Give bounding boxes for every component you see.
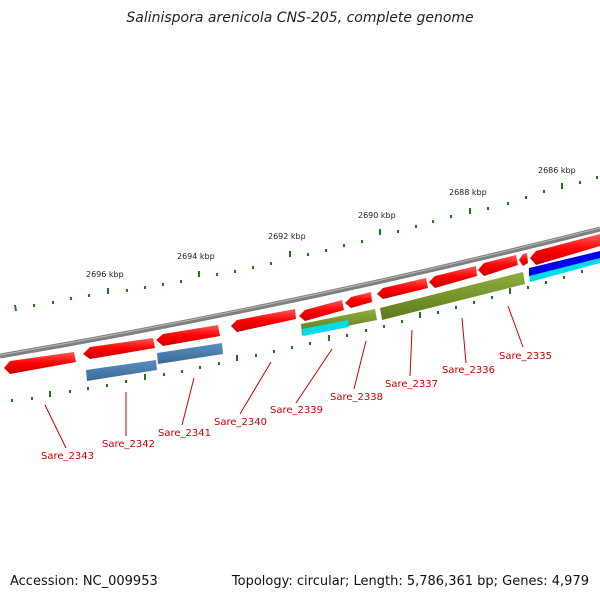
gene-label: Sare_2342 (102, 439, 155, 450)
leader-line (295, 348, 333, 404)
gene-label: Sare_2336 (442, 365, 495, 376)
kbp-label: 2688 kbp (449, 188, 487, 197)
leader-line (44, 404, 67, 449)
leader-line (461, 317, 467, 364)
gene-label: Sare_2339 (270, 405, 323, 416)
gene-label: Sare_2343 (41, 451, 94, 462)
genome-backbone (0, 226, 600, 359)
feature-block (529, 257, 600, 282)
genome-backbone-highlight (0, 227, 600, 356)
leader-line (353, 340, 367, 390)
cds-feature (299, 300, 344, 321)
cds-feature (377, 278, 428, 299)
kbp-label: 2694 kbp (177, 252, 215, 261)
gene-labels: Sare_2343 Sare_2342 Sare_2341 Sare_2340 … (41, 351, 552, 462)
map-title: Salinispora arenicola CNS-205, complete … (126, 10, 474, 26)
cds-feature (519, 253, 528, 266)
leader-line (181, 377, 195, 426)
cyan-track (302, 257, 600, 336)
cds-feature (4, 352, 76, 374)
inner-tick-ring (11, 270, 583, 402)
genome-summary-text: Topology: circular; Length: 5,786,361 bp… (231, 574, 589, 589)
feature-block (380, 272, 525, 320)
steelblue-track (86, 343, 223, 381)
feature-block (157, 343, 223, 364)
kbp-label: 2690 kbp (358, 211, 396, 220)
leader-line (507, 305, 524, 348)
gene-label: Sare_2335 (499, 351, 552, 362)
tick-mark (14, 304, 17, 312)
cds-feature (83, 338, 155, 359)
gene-label: Sare_2341 (158, 428, 211, 439)
feature-block (86, 360, 157, 381)
cds-forward-track (4, 234, 600, 374)
gene-label: Sare_2340 (214, 417, 267, 428)
cds-feature (530, 234, 600, 265)
gene-label: Sare_2338 (330, 392, 383, 403)
leader-line (239, 361, 272, 415)
feature-block (529, 251, 600, 276)
accession-text: Accession: NC_009953 (10, 574, 158, 589)
outer-tick-ring (14, 176, 598, 312)
kbp-label: 2686 kbp (538, 166, 576, 175)
kbp-label: 2696 kbp (86, 270, 124, 279)
cds-feature (478, 255, 518, 276)
gene-label: Sare_2337 (385, 379, 438, 390)
cds-feature (429, 266, 477, 288)
label-leaders (44, 305, 524, 449)
cds-feature (231, 309, 296, 332)
kbp-labels: 2696 kbp 2694 kbp 2692 kbp 2690 kbp 2688… (86, 166, 576, 279)
cds-feature (345, 292, 372, 308)
cds-feature (156, 325, 220, 346)
kbp-label: 2692 kbp (268, 232, 306, 241)
feature-block (302, 320, 349, 336)
leader-line (409, 329, 413, 377)
